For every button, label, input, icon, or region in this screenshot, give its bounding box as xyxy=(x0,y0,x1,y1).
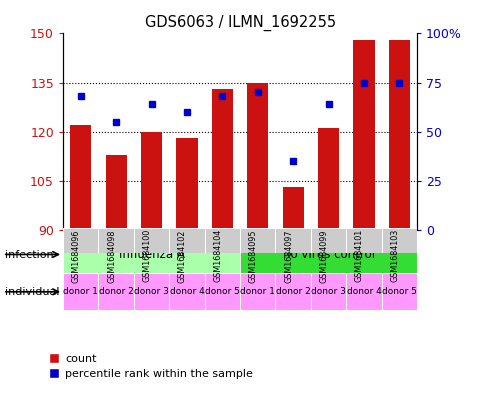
Text: donor 4: donor 4 xyxy=(346,287,380,296)
Text: donor 3: donor 3 xyxy=(134,287,168,296)
Bar xyxy=(240,228,275,253)
Legend: count, percentile rank within the sample: count, percentile rank within the sample xyxy=(44,349,257,384)
Bar xyxy=(204,273,240,310)
Text: GSM1684104: GSM1684104 xyxy=(213,229,222,283)
Text: GSM1684102: GSM1684102 xyxy=(178,229,186,283)
Text: donor 2: donor 2 xyxy=(99,287,133,296)
Bar xyxy=(353,40,374,230)
Bar xyxy=(318,129,338,230)
Text: individual: individual xyxy=(5,286,59,297)
Bar xyxy=(63,273,98,310)
Bar xyxy=(275,273,310,310)
Text: infection: infection xyxy=(5,250,53,260)
Bar xyxy=(346,228,381,253)
Bar xyxy=(141,132,162,230)
Text: influenza A: influenza A xyxy=(119,248,184,261)
Bar xyxy=(310,273,346,310)
Text: GSM1684097: GSM1684097 xyxy=(284,229,292,283)
Bar xyxy=(212,89,232,230)
Text: GSM1684098: GSM1684098 xyxy=(107,229,116,283)
Bar xyxy=(388,40,409,230)
Text: donor 4: donor 4 xyxy=(169,287,204,296)
Text: donor 5: donor 5 xyxy=(205,287,239,296)
Bar xyxy=(70,125,91,230)
Bar xyxy=(310,228,346,253)
Text: donor 3: donor 3 xyxy=(311,287,345,296)
Title: GDS6063 / ILMN_1692255: GDS6063 / ILMN_1692255 xyxy=(144,15,335,31)
Bar xyxy=(98,228,134,253)
Bar xyxy=(381,228,416,253)
Bar xyxy=(98,273,134,310)
Bar xyxy=(282,187,303,230)
Bar xyxy=(106,154,126,230)
Text: GSM1684099: GSM1684099 xyxy=(319,229,328,283)
Text: GSM1684101: GSM1684101 xyxy=(354,229,363,283)
Bar xyxy=(169,228,204,253)
Bar xyxy=(247,83,268,230)
Bar xyxy=(204,228,240,253)
Bar xyxy=(346,273,381,310)
Bar xyxy=(176,138,197,230)
Bar xyxy=(63,228,98,253)
Text: GSM1684103: GSM1684103 xyxy=(390,229,398,283)
Text: donor 1: donor 1 xyxy=(63,287,98,296)
Bar xyxy=(275,228,310,253)
Text: GSM1684096: GSM1684096 xyxy=(72,229,80,283)
Bar xyxy=(240,236,416,273)
Text: donor 5: donor 5 xyxy=(381,287,416,296)
Bar xyxy=(240,273,275,310)
Text: donor 1: donor 1 xyxy=(240,287,274,296)
Text: donor 2: donor 2 xyxy=(275,287,310,296)
Bar xyxy=(134,273,169,310)
Bar xyxy=(134,228,169,253)
Bar xyxy=(169,273,204,310)
Text: GSM1684095: GSM1684095 xyxy=(248,229,257,283)
Bar xyxy=(381,273,416,310)
Bar xyxy=(63,236,240,273)
Text: no virus control: no virus control xyxy=(282,248,374,261)
Text: GSM1684100: GSM1684100 xyxy=(142,229,151,283)
